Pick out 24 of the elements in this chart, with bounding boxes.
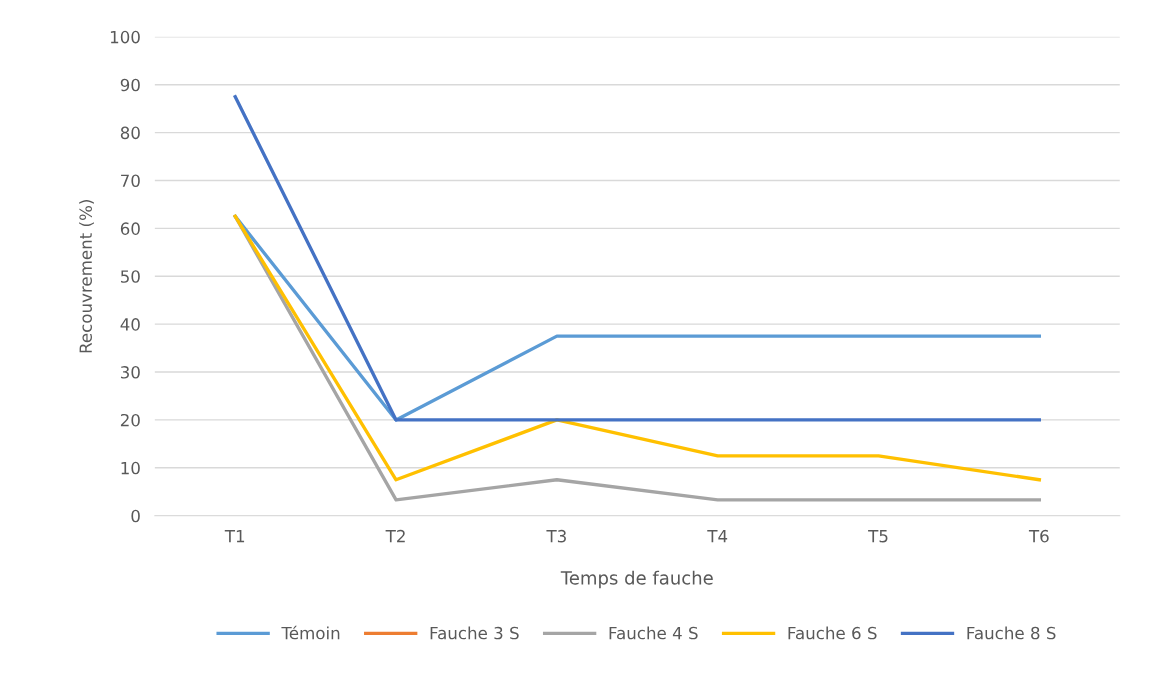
x-axis-title: Temps de fauche <box>560 570 713 589</box>
y-tick-label: 70 <box>121 174 140 188</box>
x-tick-label: T3 <box>546 529 566 543</box>
x-tick-label: T6 <box>1028 529 1049 543</box>
y-tick-label: 0 <box>131 509 140 523</box>
y-tick-label: 80 <box>120 126 140 140</box>
legend-label: Témoin <box>281 625 340 640</box>
y-tick-label: 30 <box>120 366 140 379</box>
legend-label: Fauche 3 S <box>430 626 519 640</box>
y-tick-label: 10 <box>121 461 140 475</box>
y-tick-label: 40 <box>120 318 140 331</box>
x-tick-label: T2 <box>385 529 405 543</box>
y-tick-label: 60 <box>120 222 140 235</box>
legend-label: Fauche 6 S <box>788 626 877 640</box>
y-tick-label: 90 <box>120 78 140 92</box>
y-tick-label: 100 <box>110 30 140 44</box>
y-tick-label: 50 <box>121 270 140 283</box>
y-tick-label: 20 <box>120 413 140 427</box>
x-tick-label: T5 <box>868 530 888 543</box>
y-axis-title: Recouvrement (%) <box>79 200 94 353</box>
x-tick-label: T1 <box>224 530 245 543</box>
x-tick-label: T4 <box>707 530 728 543</box>
legend-label: Fauche 8 S <box>967 626 1056 640</box>
legend-label: Fauche 4 S <box>609 626 698 640</box>
